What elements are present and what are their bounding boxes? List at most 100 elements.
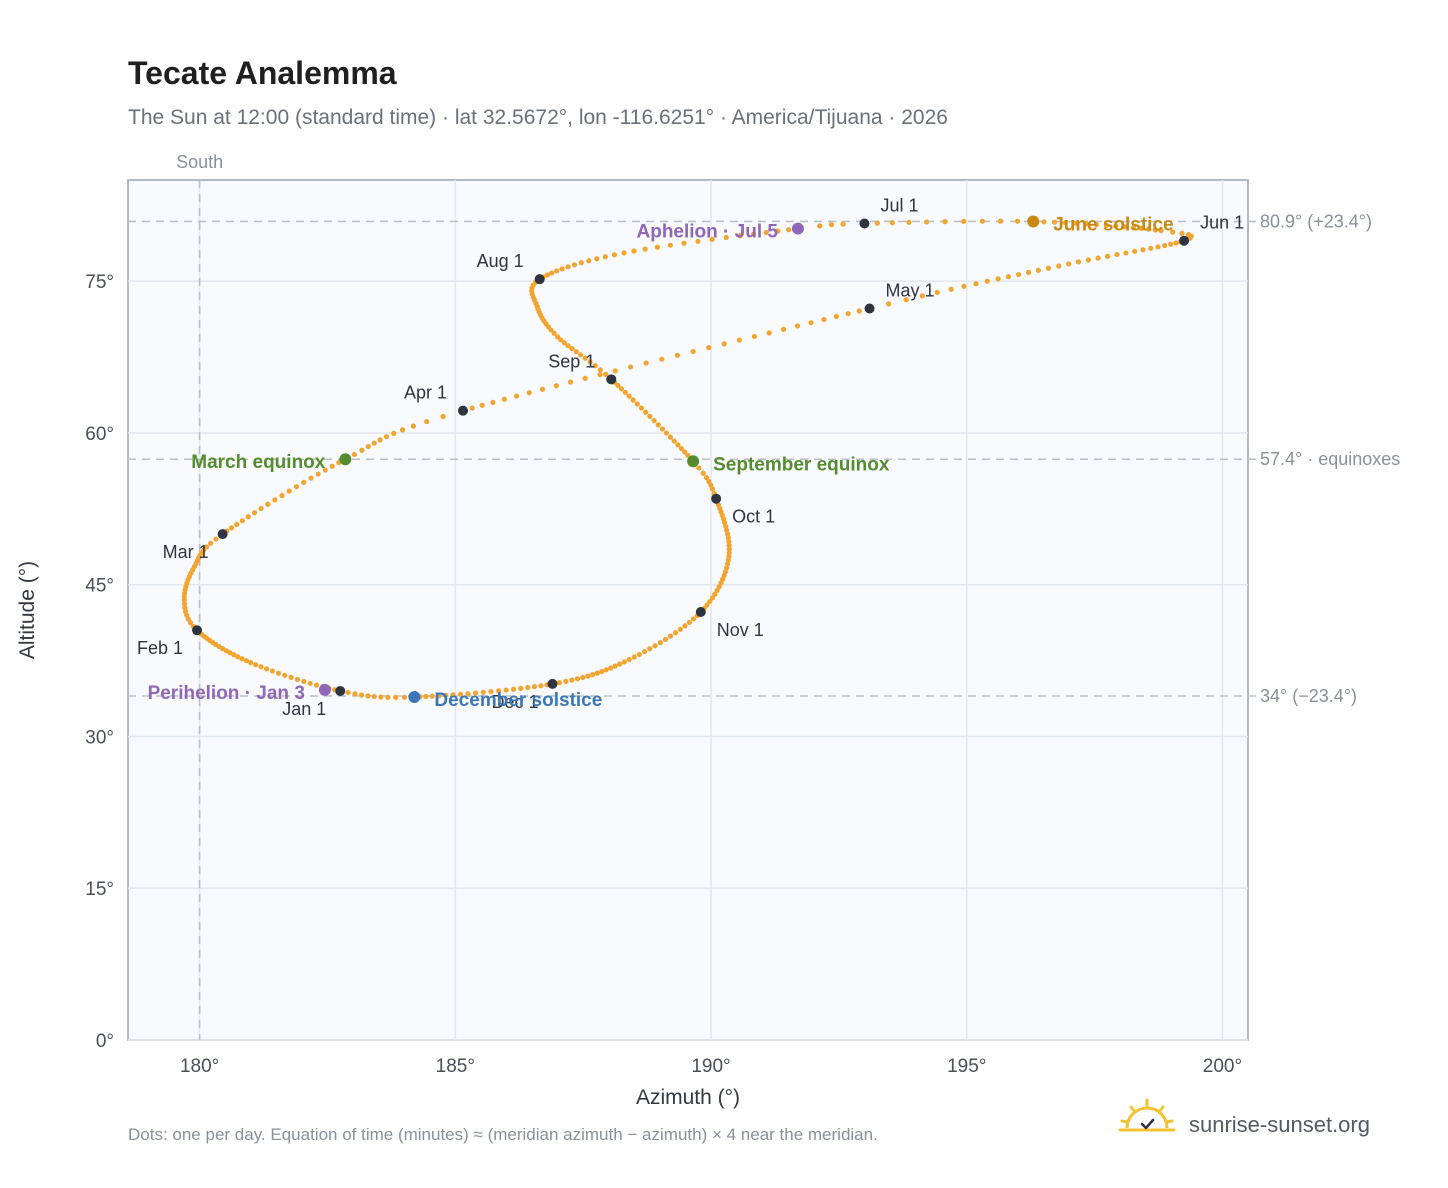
- daily-dot: [780, 326, 787, 332]
- month-label: Sep 1: [548, 351, 595, 371]
- daily-dot: [385, 694, 391, 700]
- daily-dot: [721, 341, 727, 347]
- daily-dot: [631, 248, 637, 254]
- chart-subtitle: The Sun at 12:00 (standard time) · lat 3…: [128, 106, 948, 129]
- daily-dot: [269, 668, 276, 674]
- x-tick-label: 190°: [691, 1056, 730, 1077]
- month-marker: [335, 685, 346, 696]
- daily-dot: [603, 667, 609, 673]
- daily-dot: [641, 649, 648, 655]
- x-axis-ticks: 180° 185° 190° 195° 200°: [180, 1056, 1242, 1077]
- daily-dot: [574, 676, 581, 682]
- daily-dot: [594, 670, 600, 676]
- daily-dot: [472, 690, 479, 696]
- daily-dot: [279, 492, 285, 499]
- daily-dot: [1005, 274, 1012, 280]
- y-tick-label: 30°: [85, 727, 114, 748]
- x-tick-label: 200°: [1203, 1056, 1242, 1077]
- daily-dot: [611, 252, 618, 258]
- daily-dot: [286, 488, 292, 494]
- daily-dot: [553, 383, 559, 389]
- daily-dot: [817, 223, 823, 229]
- daily-dot: [726, 539, 732, 545]
- daily-dot: [235, 654, 241, 660]
- daily-dot: [239, 518, 245, 524]
- daily-dot: [251, 510, 258, 516]
- daily-dot: [1066, 261, 1072, 267]
- daily-dot: [181, 601, 188, 607]
- x-tick-label: 180°: [180, 1056, 219, 1077]
- daily-dot: [706, 345, 712, 351]
- daily-dot: [631, 654, 637, 660]
- daily-dot: [1158, 227, 1164, 234]
- month-marker: [695, 607, 706, 618]
- daily-dot: [737, 233, 743, 239]
- event-marker: [1027, 215, 1040, 228]
- daily-dot: [1093, 221, 1099, 228]
- daily-dot: [371, 440, 377, 446]
- reference-lines: 80.9° (+23.4°) 57.4° · equinoxes 34° (−23.…: [128, 211, 1400, 706]
- daily-dot: [1130, 224, 1136, 231]
- daily-dot: [626, 656, 632, 663]
- daily-dot: [1168, 241, 1174, 247]
- daily-dot: [231, 652, 237, 658]
- daily-dot: [794, 323, 801, 329]
- daily-dot: [934, 289, 940, 296]
- daily-dot: [599, 668, 605, 675]
- daily-dot: [582, 355, 588, 361]
- daily-dot: [995, 276, 1001, 282]
- daily-dot: [615, 382, 621, 389]
- daily-dot: [248, 660, 254, 666]
- daily-dot: [258, 505, 264, 512]
- month-marker: [192, 625, 203, 636]
- month-marker: [1179, 235, 1190, 246]
- daily-dot: [602, 254, 608, 260]
- daily-dot: [659, 426, 666, 432]
- daily-dot: [643, 409, 649, 415]
- daily-dot: [592, 363, 598, 369]
- daily-dot: [594, 256, 600, 262]
- daily-dot: [440, 413, 446, 420]
- daily-dot: [1114, 251, 1120, 258]
- month-marker: [606, 374, 617, 385]
- daily-dot: [429, 693, 435, 699]
- daily-dot: [667, 633, 674, 639]
- daily-dot: [282, 672, 288, 678]
- month-marker: [547, 678, 558, 689]
- daily-dot: [450, 692, 456, 698]
- daily-dot: [663, 430, 670, 436]
- daily-dot: [612, 368, 618, 374]
- daily-dot: [886, 301, 892, 307]
- event-marker: [408, 691, 421, 704]
- event-marker: [339, 453, 352, 466]
- event-label: September equinox: [713, 454, 890, 475]
- month-marker: [859, 218, 870, 229]
- daily-dot: [681, 240, 687, 246]
- daily-dot: [695, 238, 701, 244]
- daily-dot: [1103, 222, 1109, 228]
- daily-dot: [371, 693, 377, 700]
- daily-dot: [1122, 224, 1128, 230]
- daily-dot: [1085, 257, 1091, 263]
- daily-dot: [671, 438, 677, 444]
- daily-dot: [465, 691, 471, 697]
- daily-dot: [569, 346, 575, 352]
- daily-dot: [659, 356, 665, 362]
- daily-dot: [723, 234, 729, 241]
- event-marker: [791, 222, 804, 235]
- daily-dot: [736, 337, 743, 343]
- daily-dot: [561, 340, 567, 346]
- daily-dot: [906, 219, 912, 225]
- brand-name[interactable]: sunrise-sunset.org: [1189, 1112, 1370, 1137]
- daily-dot: [704, 602, 710, 608]
- plot-area: [127, 179, 1249, 1041]
- daily-dot: [603, 371, 609, 377]
- y-tick-label: 45°: [85, 576, 114, 597]
- daily-dot: [1073, 220, 1079, 226]
- daily-dot: [709, 595, 716, 601]
- event-label: December solstice: [434, 690, 602, 711]
- daily-dot: [1051, 219, 1058, 225]
- daily-dot: [703, 475, 710, 481]
- grid-lines: [128, 180, 1248, 1041]
- daily-dot: [538, 683, 544, 689]
